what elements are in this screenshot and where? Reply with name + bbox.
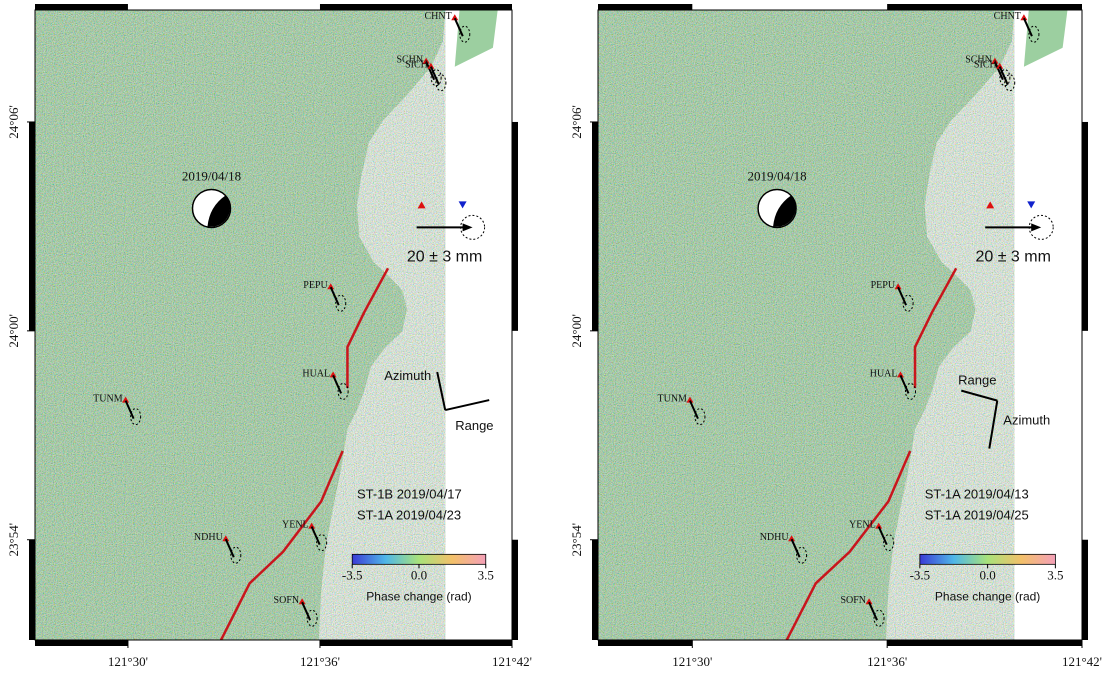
frame-bar — [598, 4, 692, 10]
x-tick-label: 121°30' — [672, 654, 712, 669]
x-tick-label: 121°30' — [108, 654, 148, 669]
station-label: HUAL — [870, 368, 898, 379]
ascending-marker — [986, 201, 994, 208]
acquisition-pair: ST-1B 2019/04/17 — [357, 486, 462, 501]
colorbar-label: Phase change (rad) — [366, 589, 471, 603]
range-arrow — [445, 400, 489, 410]
map-panel — [598, 10, 1067, 640]
range-label: Range — [455, 418, 493, 433]
azimuth-label: Azimuth — [384, 368, 431, 383]
frame-bar — [592, 540, 598, 640]
colorbar-tick-label: -3.5 — [910, 567, 931, 582]
frame-bar — [35, 4, 128, 10]
frame-bar — [1082, 122, 1088, 331]
event-date: 2019/04/18 — [747, 168, 806, 183]
frame-bar — [592, 122, 598, 331]
x-tick-label: 121°36' — [867, 654, 907, 669]
x-tick-label: 121°36' — [300, 654, 340, 669]
azimuth-arrow — [989, 401, 997, 449]
frame-bar — [512, 122, 518, 331]
y-tick-label: 23°54' — [6, 523, 21, 557]
scale-label: 20 ± 3 mm — [407, 248, 482, 265]
frame-bar — [35, 640, 128, 646]
descending-marker — [1027, 201, 1035, 208]
land-ne — [1024, 10, 1068, 67]
frame-bar — [512, 540, 518, 640]
y-tick-label: 24°00' — [569, 314, 584, 348]
colorbar-tick-label: -3.5 — [342, 567, 363, 582]
descending-marker — [459, 201, 467, 208]
land-noise — [35, 10, 445, 640]
acquisition-pair: ST-1A 2019/04/25 — [925, 507, 1029, 522]
x-tick-label: 121°42' — [1062, 654, 1102, 669]
station-label: NDHU — [194, 532, 224, 543]
scale-label: 20 ± 3 mm — [975, 248, 1050, 265]
station-label: YENL — [849, 520, 876, 531]
acquisition-pair: ST-1A 2019/04/13 — [925, 486, 1029, 501]
figure: 121°30' 121°36' 121°42' 24°06' 24°00' 23°54' C… — [0, 0, 1105, 673]
x-tick-label: 121°42' — [492, 654, 532, 669]
station-label: TUNM — [93, 394, 123, 405]
land-noise — [598, 10, 1014, 640]
azimuth-arrow — [437, 372, 445, 410]
frame-bar — [320, 640, 512, 646]
range-label: Range — [958, 373, 996, 388]
frame-bar — [320, 4, 512, 10]
frame-bar — [29, 122, 35, 331]
colorbar-tick-label: 3.5 — [478, 567, 494, 582]
colorbar-tick-label: 3.5 — [1047, 567, 1063, 582]
colorbar — [920, 554, 1056, 564]
range-arrow — [961, 391, 997, 401]
y-tick-label: 24°00' — [6, 314, 21, 348]
station-label: SICH — [974, 60, 997, 71]
station-label: NDHU — [760, 532, 790, 543]
station-label: CHNT — [994, 11, 1021, 22]
colorbar-tick-label: 0.0 — [979, 567, 995, 582]
ascending-marker — [418, 201, 426, 208]
event-date: 2019/04/18 — [182, 168, 241, 183]
land-ne — [455, 10, 498, 67]
station-label: SICH — [405, 60, 428, 71]
frame-bar — [598, 640, 692, 646]
station-label: TUNM — [658, 394, 688, 405]
station-label: PEPU — [303, 280, 328, 291]
y-tick-label: 23°54' — [569, 523, 584, 557]
frame-bar — [887, 4, 1082, 10]
scale-arrow-head — [463, 223, 473, 231]
frame-bar — [1082, 540, 1088, 640]
acquisition-pair: ST-1A 2019/04/23 — [357, 507, 461, 522]
frame-bar — [29, 540, 35, 640]
station-label: PEPU — [871, 280, 896, 291]
colorbar — [352, 554, 486, 564]
colorbar-label: Phase change (rad) — [935, 589, 1040, 603]
scale-arrow-head — [1031, 223, 1041, 231]
station-label: YENL — [282, 520, 309, 531]
azimuth-label: Azimuth — [1003, 413, 1050, 428]
station-label: HUAL — [302, 368, 330, 379]
station-label: CHNT — [425, 11, 452, 22]
frame-bar — [887, 640, 1082, 646]
station-label: SOFN — [840, 595, 866, 606]
colorbar-tick-label: 0.0 — [411, 567, 427, 582]
map-panel — [35, 10, 498, 640]
station-label: SOFN — [274, 595, 300, 606]
y-tick-label: 24°06' — [569, 105, 584, 139]
y-tick-label: 24°06' — [6, 105, 21, 139]
